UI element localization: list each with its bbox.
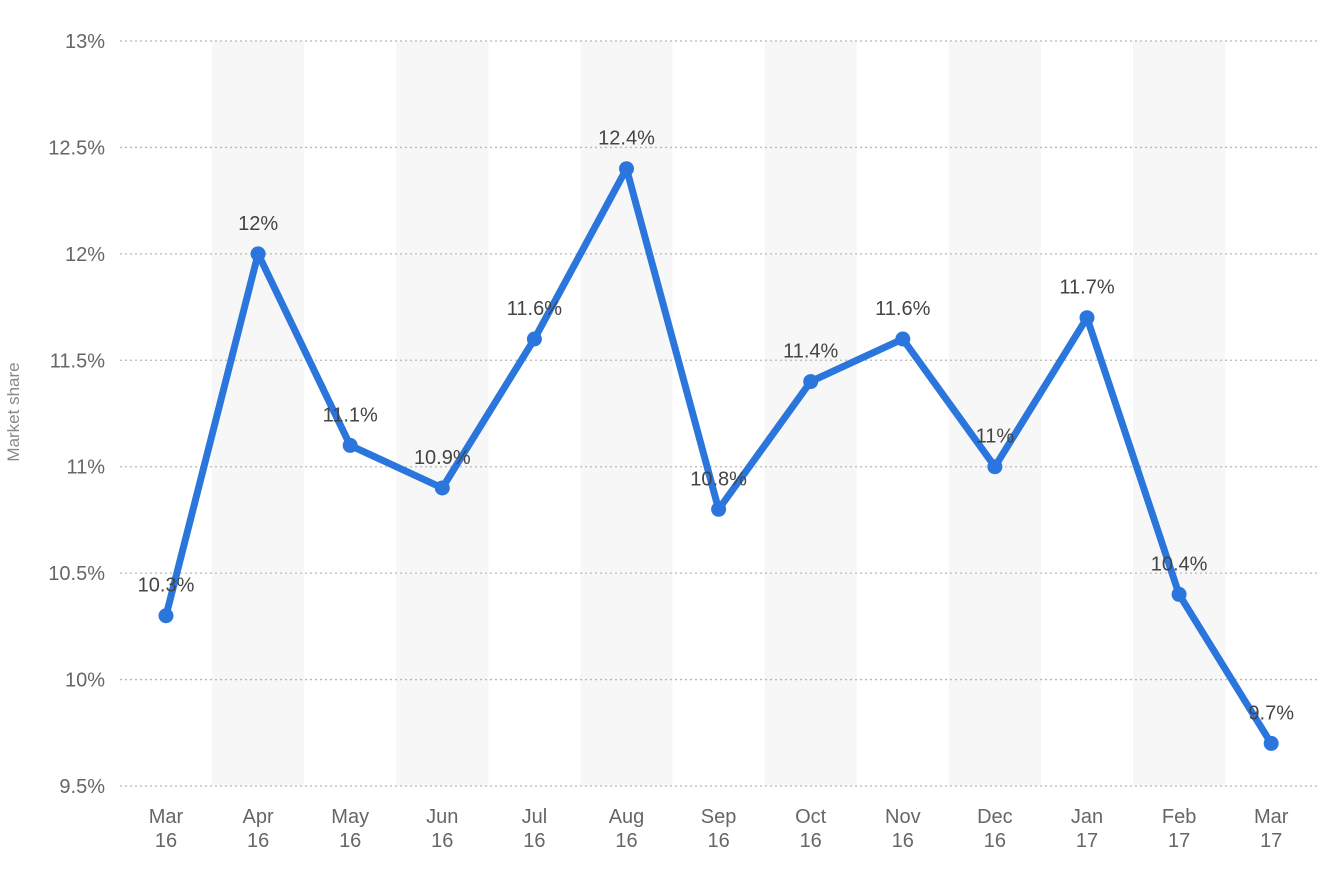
- x-tick-label-year: 16: [247, 830, 269, 852]
- data-point[interactable]: [803, 374, 819, 390]
- data-label: 12.4%: [598, 128, 655, 150]
- y-tick-label: 13%: [65, 31, 105, 53]
- data-point[interactable]: [711, 501, 727, 517]
- x-tick-label-month: Feb: [1162, 806, 1196, 828]
- data-labels: 10.3% 12% 11.1% 10.9% 11.6% 12.4% 10.8% 11.4% 11…: [138, 128, 1295, 725]
- data-label: 12%: [238, 213, 278, 235]
- data-point[interactable]: [1171, 586, 1187, 602]
- data-point[interactable]: [619, 161, 634, 177]
- y-axis-tick-labels: 9.5% 10% 10.5% 11% 11.5% 12% 12.5% 13%: [48, 31, 105, 798]
- data-point[interactable]: [158, 608, 174, 624]
- y-tick-label: 12%: [65, 244, 105, 266]
- data-label: 10.3%: [138, 575, 195, 597]
- series-line: [162, 165, 1275, 747]
- y-tick-label: 9.5%: [59, 776, 105, 798]
- data-label: 11.4%: [783, 341, 838, 363]
- data-label: 11.6%: [875, 298, 930, 320]
- x-tick-label-month: Mar: [1254, 806, 1289, 828]
- data-label: 10.4%: [1151, 553, 1208, 575]
- column-band: [764, 41, 857, 786]
- data-label: 11.1%: [323, 404, 378, 426]
- y-tick-label: 10%: [65, 670, 105, 692]
- x-tick-label-year: 16: [984, 830, 1006, 852]
- data-point[interactable]: [895, 331, 911, 347]
- data-point[interactable]: [342, 437, 358, 453]
- x-tick-label-year: 16: [339, 830, 361, 852]
- data-label: 10.9%: [414, 447, 471, 469]
- x-tick-label-month: Nov: [885, 806, 921, 828]
- column-band: [396, 41, 489, 786]
- x-tick-label-month: Oct: [795, 806, 827, 828]
- x-tick-label-month: Jan: [1071, 806, 1103, 828]
- data-label: 10.8%: [690, 468, 747, 490]
- column-band: [580, 41, 673, 786]
- data-series: [158, 161, 1279, 751]
- data-label: 11.7%: [1059, 277, 1114, 299]
- x-tick-label-year: 16: [615, 830, 637, 852]
- data-label: 11.6%: [507, 298, 562, 320]
- data-label: 9.7%: [1248, 702, 1294, 724]
- data-point[interactable]: [250, 246, 266, 262]
- x-tick-label-month: Mar: [149, 806, 184, 828]
- y-axis-title: Market share: [4, 362, 23, 461]
- x-tick-label-year: 16: [707, 830, 729, 852]
- x-tick-label-month: Dec: [977, 806, 1013, 828]
- x-tick-label-year: 16: [431, 830, 453, 852]
- x-tick-label-month: May: [331, 806, 369, 828]
- x-tick-label-month: Jul: [522, 806, 548, 828]
- column-band: [1133, 41, 1226, 786]
- x-tick-label-year: 17: [1076, 830, 1098, 852]
- x-axis-tick-labels: Mar16Apr16May16Jun16Jul16Aug16Sep16Oct16…: [149, 806, 1289, 852]
- x-tick-label-month: Sep: [701, 806, 737, 828]
- data-point[interactable]: [1263, 735, 1279, 751]
- y-tick-label: 11%: [66, 457, 105, 479]
- data-point[interactable]: [987, 459, 1003, 475]
- data-point[interactable]: [1079, 310, 1095, 326]
- x-tick-label-year: 16: [523, 830, 545, 852]
- x-tick-label-year: 16: [800, 830, 822, 852]
- x-tick-label-year: 16: [155, 830, 177, 852]
- x-tick-label-month: Jun: [426, 806, 458, 828]
- data-label: 11%: [976, 426, 1015, 448]
- data-point[interactable]: [434, 480, 450, 496]
- x-tick-label-year: 17: [1168, 830, 1190, 852]
- x-tick-label-month: Apr: [243, 806, 274, 828]
- y-tick-label: 12.5%: [48, 137, 105, 159]
- x-tick-label-month: Aug: [609, 806, 645, 828]
- y-tick-label: 11.5%: [50, 350, 105, 372]
- data-point[interactable]: [526, 331, 542, 347]
- x-tick-label-year: 17: [1260, 830, 1282, 852]
- x-tick-label-year: 16: [892, 830, 914, 852]
- column-band: [212, 41, 305, 786]
- y-tick-label: 10.5%: [48, 563, 105, 585]
- alternating-column-bands: [212, 41, 1226, 786]
